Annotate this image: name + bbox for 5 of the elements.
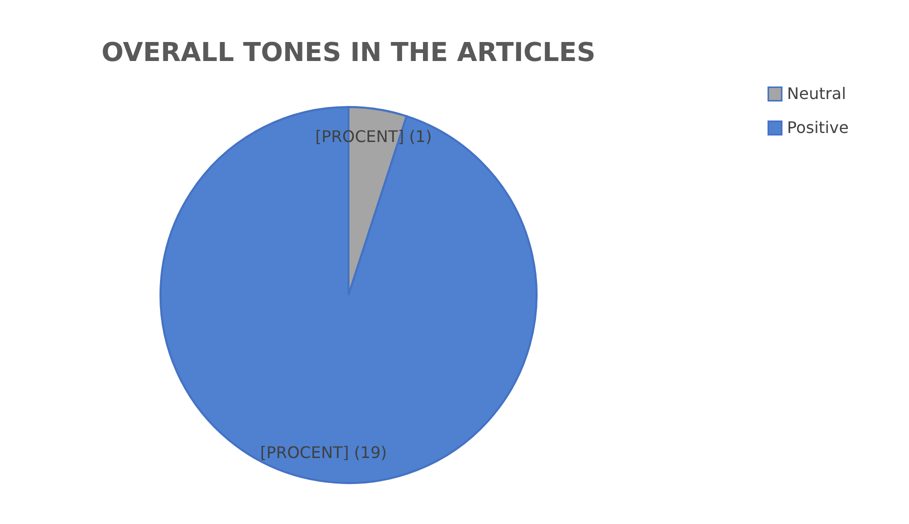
data-label: [PROCENT] (19) [260,443,387,462]
chart-title: OVERALL TONES IN THE ARTICLES [101,38,596,68]
legend-label: Positive [787,118,849,137]
pie-slice [160,106,538,484]
legend-label: Neutral [787,84,846,103]
